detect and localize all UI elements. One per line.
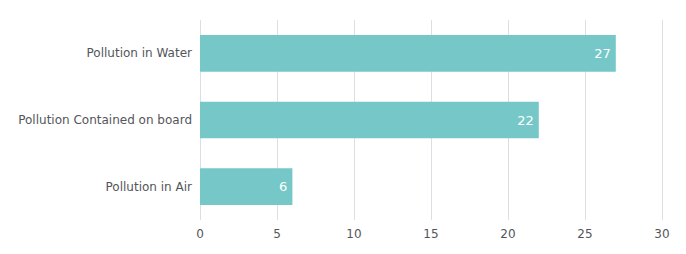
svg-text:30: 30 — [654, 227, 669, 241]
svg-text:22: 22 — [517, 113, 534, 128]
svg-text:20: 20 — [500, 227, 515, 241]
svg-text:27: 27 — [594, 46, 611, 61]
svg-text:Pollution in Air: Pollution in Air — [106, 180, 193, 194]
svg-text:25: 25 — [577, 227, 592, 241]
svg-text:10: 10 — [346, 227, 361, 241]
svg-text:Pollution Contained on board: Pollution Contained on board — [18, 113, 192, 127]
svg-text:15: 15 — [423, 227, 438, 241]
svg-text:5: 5 — [273, 227, 281, 241]
svg-text:0: 0 — [196, 227, 204, 241]
svg-text:6: 6 — [279, 179, 287, 194]
svg-text:Pollution in Water: Pollution in Water — [87, 46, 193, 60]
